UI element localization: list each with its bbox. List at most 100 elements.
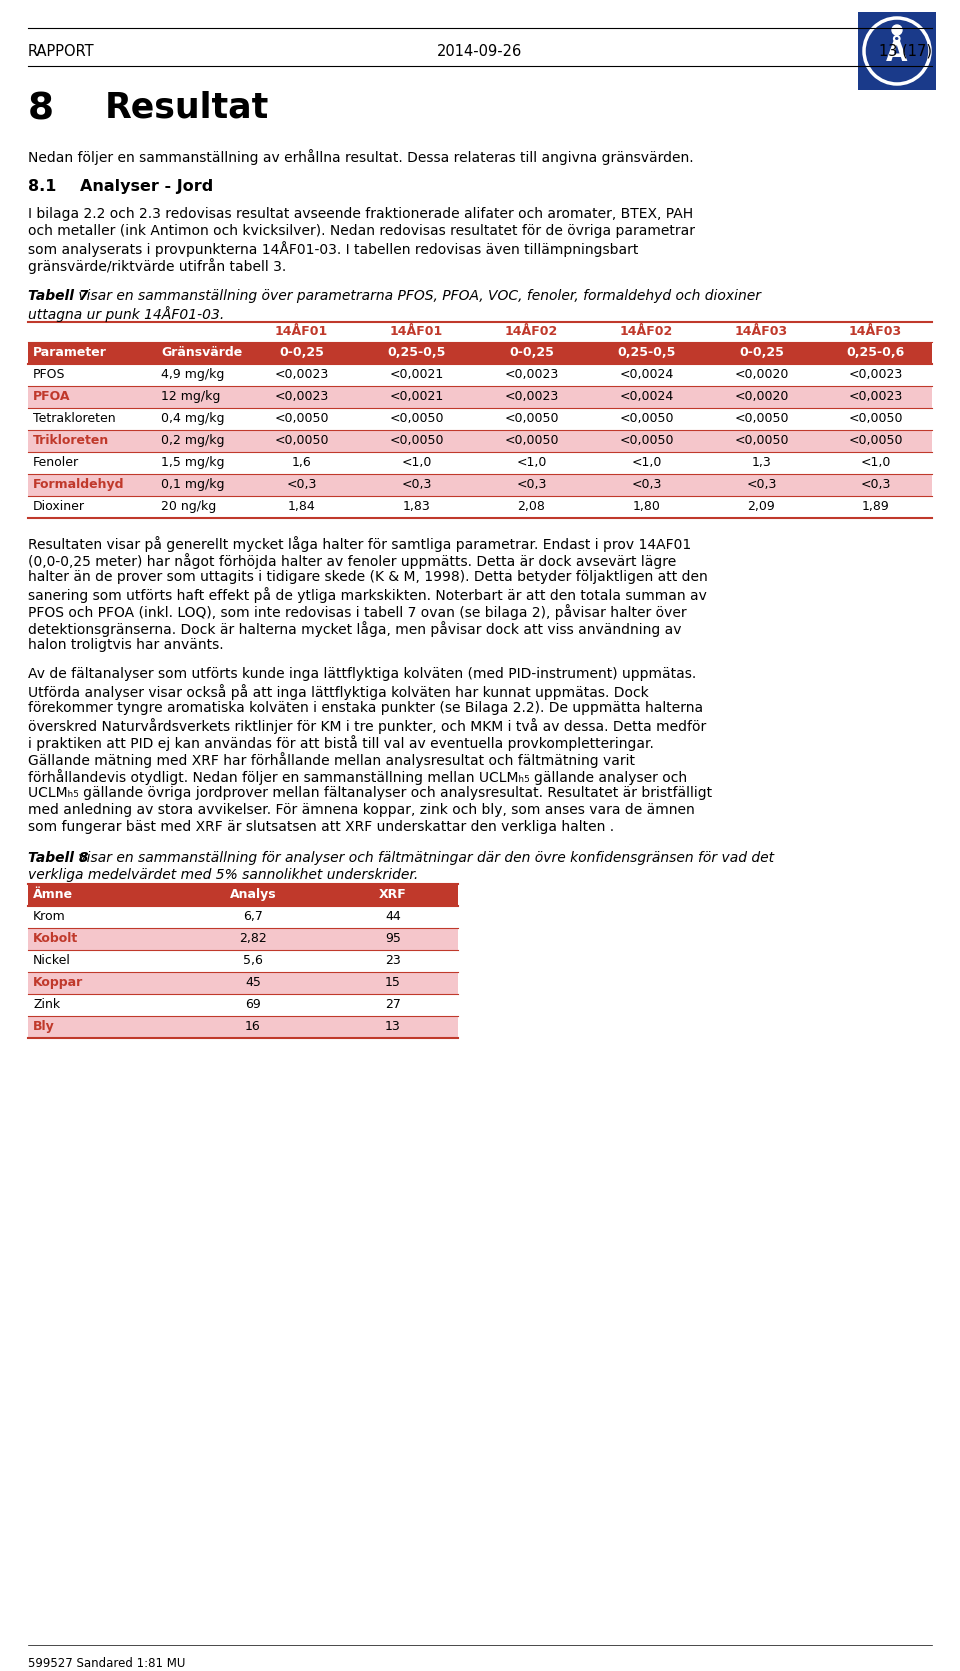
Text: 1,3: 1,3 [752, 456, 772, 470]
Text: 6,7: 6,7 [243, 911, 263, 922]
Text: 95: 95 [385, 932, 401, 946]
Text: <0,0023: <0,0023 [849, 389, 902, 403]
Text: i praktiken att PID ej kan användas för att bistå till val av eventuella provkom: i praktiken att PID ej kan användas för … [28, 735, 654, 750]
Text: <1,0: <1,0 [860, 456, 891, 470]
Text: <0,3: <0,3 [860, 478, 891, 491]
Text: Gränsvärde: Gränsvärde [161, 346, 242, 359]
Text: 14ÅF02: 14ÅF02 [505, 324, 558, 338]
Text: UCLMₕ₅ gällande övriga jordprover mellan fältanalyser och analysresultat. Result: UCLMₕ₅ gällande övriga jordprover mellan… [28, 785, 712, 800]
Text: <0,0050: <0,0050 [504, 413, 559, 424]
Text: 0,4 mg/kg: 0,4 mg/kg [161, 413, 225, 424]
Text: visar en sammanställning för analyser och fältmätningar där den övre konfidensgr: visar en sammanställning för analyser oc… [74, 851, 774, 866]
Text: <0,0021: <0,0021 [390, 389, 444, 403]
Text: Ämne: Ämne [33, 887, 73, 901]
Bar [28, 408, 932, 429]
Bar [28, 475, 932, 496]
Text: Tetrakloreten: Tetrakloreten [33, 413, 115, 424]
Text: Analyser - Jord: Analyser - Jord [80, 179, 213, 194]
Text: halter än de prover som uttagits i tidigare skede (K & M, 1998). Detta betyder f: halter än de prover som uttagits i tidig… [28, 570, 708, 583]
Text: <0,3: <0,3 [286, 478, 317, 491]
Text: 45: 45 [245, 976, 261, 989]
Text: <0,0024: <0,0024 [619, 368, 674, 381]
Text: 1,84: 1,84 [288, 500, 316, 513]
Text: 0,25-0,5: 0,25-0,5 [387, 346, 445, 359]
Text: som fungerar bäst med XRF är slutsatsen att XRF underskattar den verkliga halten: som fungerar bäst med XRF är slutsatsen … [28, 820, 614, 834]
Text: 15: 15 [385, 976, 401, 989]
Text: PFOS och PFOA (inkl. LOQ), som inte redovisas i tabell 7 ovan (se bilaga 2), påv: PFOS och PFOA (inkl. LOQ), som inte redo… [28, 603, 686, 620]
Text: halon troligtvis har använts.: halon troligtvis har använts. [28, 638, 224, 652]
Text: Nedan följer en sammanställning av erhållna resultat. Dessa relateras till angiv: Nedan följer en sammanställning av erhål… [28, 149, 694, 165]
Text: Trikloreten: Trikloreten [33, 434, 109, 448]
Bar [28, 884, 458, 906]
Text: <0,3: <0,3 [632, 478, 661, 491]
Bar [28, 364, 932, 386]
Text: 27: 27 [385, 998, 401, 1011]
Text: 1,6: 1,6 [292, 456, 311, 470]
Text: 12 mg/kg: 12 mg/kg [161, 389, 221, 403]
Bar [28, 496, 932, 518]
Text: <0,0050: <0,0050 [389, 434, 444, 448]
Text: RAPPORT: RAPPORT [28, 43, 95, 58]
Bar [28, 951, 458, 973]
Text: <0,0023: <0,0023 [275, 368, 328, 381]
Text: 2,08: 2,08 [517, 500, 545, 513]
Text: <0,0021: <0,0021 [390, 368, 444, 381]
Text: 0-0,25: 0-0,25 [739, 346, 784, 359]
Text: 2014-09-26: 2014-09-26 [438, 43, 522, 58]
Text: 14ÅF03: 14ÅF03 [735, 324, 788, 338]
Text: Tabell 7: Tabell 7 [28, 289, 88, 302]
Text: Av de fältanalyser som utförts kunde inga lättflyktiga kolväten (med PID-instrum: Av de fältanalyser som utförts kunde ing… [28, 667, 696, 682]
Bar [28, 451, 932, 475]
Text: 14ÅF02: 14ÅF02 [620, 324, 673, 338]
Text: <0,0050: <0,0050 [619, 434, 674, 448]
Bar [28, 994, 458, 1016]
Text: Kobolt: Kobolt [33, 932, 79, 946]
Text: 1,5 mg/kg: 1,5 mg/kg [161, 456, 225, 470]
Text: 4,9 mg/kg: 4,9 mg/kg [161, 368, 225, 381]
Text: uttagna ur punk 14ÅF01-03.: uttagna ur punk 14ÅF01-03. [28, 306, 225, 323]
Text: Parameter: Parameter [33, 346, 107, 359]
Text: PFOA: PFOA [33, 389, 70, 403]
Text: Tabell 8: Tabell 8 [28, 851, 88, 866]
Text: verkliga medelvärdet med 5% sannolikhet underskrider.: verkliga medelvärdet med 5% sannolikhet … [28, 867, 419, 882]
Text: Formaldehyd: Formaldehyd [33, 478, 125, 491]
Bar [28, 343, 932, 364]
Text: visar en sammanställning över parametrarna PFOS, PFOA, VOC, fenoler, formaldehyd: visar en sammanställning över parametrar… [74, 289, 761, 302]
Text: 0,2 mg/kg: 0,2 mg/kg [161, 434, 225, 448]
Text: förekommer tyngre aromatiska kolväten i enstaka punkter (se Bilaga 2.2). De uppm: förekommer tyngre aromatiska kolväten i … [28, 702, 703, 715]
Text: 8: 8 [28, 90, 54, 127]
Text: 0,25-0,6: 0,25-0,6 [847, 346, 904, 359]
Bar [28, 906, 458, 927]
Text: <0,0050: <0,0050 [275, 434, 328, 448]
Text: <0,0050: <0,0050 [504, 434, 559, 448]
Text: och metaller (ink Antimon och kvicksilver). Nedan redovisas resultatet för de öv: och metaller (ink Antimon och kvicksilve… [28, 224, 695, 237]
Circle shape [892, 25, 902, 35]
Text: Å: Å [886, 38, 908, 67]
Text: Nickel: Nickel [33, 954, 71, 968]
Text: Bly: Bly [33, 1019, 55, 1033]
Text: <0,0020: <0,0020 [734, 389, 789, 403]
Text: 44: 44 [385, 911, 401, 922]
Bar [28, 973, 458, 994]
Text: 1,80: 1,80 [633, 500, 660, 513]
Text: <1,0: <1,0 [632, 456, 661, 470]
Text: Utförda analyser visar också på att inga lättflyktiga kolväten har kunnat uppmät: Utförda analyser visar också på att inga… [28, 683, 649, 700]
Bar [28, 386, 932, 408]
Text: <0,0050: <0,0050 [734, 434, 789, 448]
Text: <0,0050: <0,0050 [275, 413, 328, 424]
Text: 1,83: 1,83 [402, 500, 430, 513]
Text: sanering som utförts haft effekt på de ytliga markskikten. Noterbart är att den : sanering som utförts haft effekt på de y… [28, 587, 707, 603]
Text: 13 (17): 13 (17) [879, 43, 932, 58]
Text: 5,6: 5,6 [243, 954, 263, 968]
Text: 0,25-0,5: 0,25-0,5 [617, 346, 676, 359]
Text: 69: 69 [245, 998, 261, 1011]
Text: 14ÅF03: 14ÅF03 [849, 324, 902, 338]
Text: Fenoler: Fenoler [33, 456, 79, 470]
Text: <0,3: <0,3 [746, 478, 777, 491]
Bar [858, 12, 936, 90]
Text: <1,0: <1,0 [516, 456, 546, 470]
Text: 20 ng/kg: 20 ng/kg [161, 500, 216, 513]
Text: 23: 23 [385, 954, 401, 968]
Text: <0,0023: <0,0023 [504, 368, 559, 381]
Bar [28, 429, 932, 451]
